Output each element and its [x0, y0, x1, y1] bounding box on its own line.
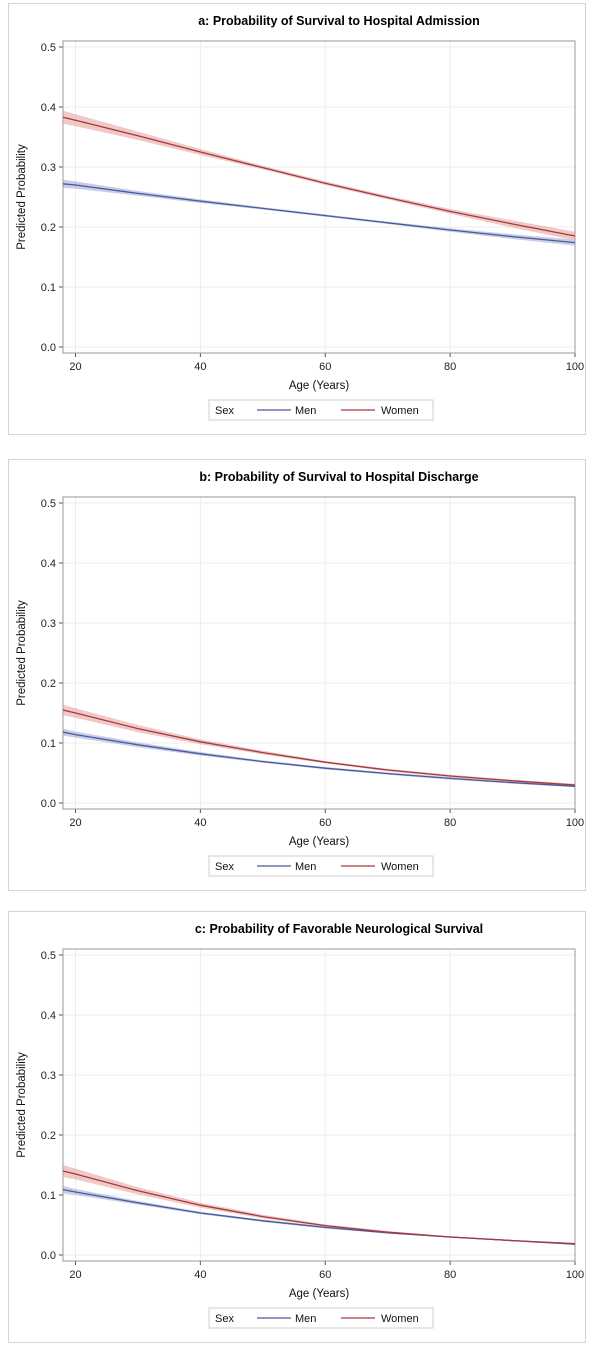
legend: Sex Men Women — [208, 399, 434, 421]
x-tick-label: 60 — [319, 817, 331, 829]
chart-title: c: Probability of Favorable Neurological… — [195, 922, 483, 936]
y-tick-label: 0.4 — [41, 102, 56, 114]
x-tick-label: 80 — [444, 361, 456, 373]
x-tick-label: 60 — [319, 361, 331, 373]
legend-title: Sex — [215, 861, 234, 873]
x-tick-label: 20 — [69, 817, 81, 829]
x-tick-label: 100 — [566, 817, 584, 829]
y-tick-label: 0.2 — [41, 222, 56, 234]
legend: Sex Men Women — [208, 1307, 434, 1329]
x-tick-label: 20 — [69, 1269, 81, 1281]
y-tick-label: 0.0 — [41, 798, 56, 810]
legend-box — [208, 1307, 434, 1329]
y-tick-label: 0.3 — [41, 618, 56, 630]
x-tick-label: 100 — [566, 1269, 584, 1281]
x-tick-label: 80 — [444, 1269, 456, 1281]
y-tick-label: 0.1 — [41, 738, 56, 750]
legend-label-men: Men — [295, 405, 316, 417]
series-line-women — [62, 116, 576, 237]
x-tick-label: 100 — [566, 361, 584, 373]
y-tick-label: 0.1 — [41, 1190, 56, 1202]
chart-panel-c: c: Probability of Favorable Neurological… — [8, 911, 586, 1343]
plot-frame — [62, 40, 576, 354]
y-tick-label: 0.2 — [41, 1130, 56, 1142]
y-tick-label: 0.1 — [41, 282, 56, 294]
plot-frame — [62, 496, 576, 810]
legend-label-men: Men — [295, 1313, 316, 1325]
chart-panel-a: a: Probability of Survival to Hospital A… — [8, 3, 586, 435]
legend-title: Sex — [215, 1313, 234, 1325]
series-line-men — [62, 183, 576, 244]
legend-box — [208, 855, 434, 877]
chart-c-svg: c: Probability of Favorable Neurological… — [16, 922, 584, 1329]
y-tick-label: 0.4 — [41, 558, 56, 570]
x-tick-label: 40 — [194, 1269, 206, 1281]
x-axis-label: Age (Years) — [289, 380, 349, 392]
x-tick-label: 20 — [69, 361, 81, 373]
x-tick-label: 40 — [194, 361, 206, 373]
chart-a-svg: a: Probability of Survival to Hospital A… — [16, 14, 584, 421]
x-axis-label: Age (Years) — [289, 1288, 349, 1300]
y-tick-label: 0.5 — [41, 950, 56, 962]
y-tick-label: 0.5 — [41, 498, 56, 510]
series-line-men — [62, 731, 576, 787]
y-tick-label: 0.4 — [41, 1010, 56, 1022]
legend-box — [208, 399, 434, 421]
legend-label-women: Women — [381, 861, 419, 873]
y-tick-label: 0.2 — [41, 678, 56, 690]
plot-frame — [62, 948, 576, 1262]
chart-title: b: Probability of Survival to Hospital D… — [199, 470, 478, 484]
y-tick-label: 0.3 — [41, 162, 56, 174]
series-line-women — [62, 709, 576, 786]
legend-title: Sex — [215, 405, 234, 417]
x-tick-label: 40 — [194, 817, 206, 829]
legend-label-women: Women — [381, 405, 419, 417]
series-line-men — [62, 1188, 576, 1245]
y-tick-label: 0.0 — [41, 1250, 56, 1262]
series-line-women — [62, 1170, 576, 1245]
legend-label-women: Women — [381, 1313, 419, 1325]
chart-panel-b: b: Probability of Survival to Hospital D… — [8, 459, 586, 891]
x-tick-label: 60 — [319, 1269, 331, 1281]
legend: Sex Men Women — [208, 855, 434, 877]
y-axis-label: Predicted Probability — [16, 144, 28, 250]
y-axis-label: Predicted Probability — [16, 1052, 28, 1158]
y-tick-label: 0.0 — [41, 342, 56, 354]
y-axis-label: Predicted Probability — [16, 600, 28, 706]
chart-b-svg: b: Probability of Survival to Hospital D… — [16, 470, 584, 877]
series-band-women — [63, 110, 575, 241]
y-tick-label: 0.5 — [41, 42, 56, 54]
x-axis-label: Age (Years) — [289, 836, 349, 848]
legend-label-men: Men — [295, 861, 316, 873]
chart-title: a: Probability of Survival to Hospital A… — [198, 14, 480, 28]
x-tick-label: 80 — [444, 817, 456, 829]
y-tick-label: 0.3 — [41, 1070, 56, 1082]
